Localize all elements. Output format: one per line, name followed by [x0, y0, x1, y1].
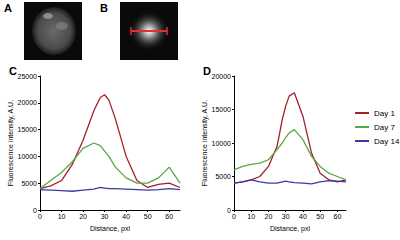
svg-text:Day 7: Day 7 [374, 123, 395, 132]
svg-text:Fluorescence intensity, A.U.: Fluorescence intensity, A.U. [7, 100, 15, 186]
svg-text:Fluorescence intensity, A.U.: Fluorescence intensity, A.U. [201, 100, 209, 186]
svg-text:50: 50 [316, 213, 324, 220]
svg-text:C: C [9, 65, 17, 77]
svg-text:5000: 5000 [215, 173, 231, 180]
svg-text:10000: 10000 [18, 153, 38, 160]
svg-text:20: 20 [79, 213, 87, 220]
svg-text:40: 40 [299, 213, 307, 220]
svg-text:15000: 15000 [212, 106, 232, 113]
svg-text:5000: 5000 [21, 180, 37, 187]
svg-text:10: 10 [247, 213, 255, 220]
svg-text:B: B [100, 2, 108, 14]
svg-text:0: 0 [38, 213, 42, 220]
svg-text:0: 0 [33, 207, 37, 214]
svg-text:Day 14: Day 14 [374, 137, 400, 146]
svg-text:40: 40 [122, 213, 130, 220]
svg-text:10000: 10000 [212, 140, 232, 147]
svg-text:15000: 15000 [18, 126, 38, 133]
svg-text:60: 60 [165, 213, 173, 220]
svg-text:30: 30 [101, 213, 109, 220]
svg-text:D: D [203, 65, 211, 77]
svg-text:30: 30 [282, 213, 290, 220]
svg-text:20: 20 [265, 213, 273, 220]
svg-text:0: 0 [232, 213, 236, 220]
svg-text:10: 10 [58, 213, 66, 220]
svg-text:20000: 20000 [212, 73, 232, 80]
svg-text:Distance, pxl: Distance, pxl [90, 225, 131, 233]
svg-text:20000: 20000 [18, 99, 38, 106]
svg-text:25000: 25000 [18, 73, 38, 80]
svg-text:A: A [4, 2, 12, 14]
svg-text:0: 0 [227, 207, 231, 214]
svg-text:Distance, pxl: Distance, pxl [270, 225, 311, 233]
svg-text:Day 1: Day 1 [374, 109, 395, 118]
svg-text:60: 60 [333, 213, 341, 220]
svg-text:50: 50 [144, 213, 152, 220]
